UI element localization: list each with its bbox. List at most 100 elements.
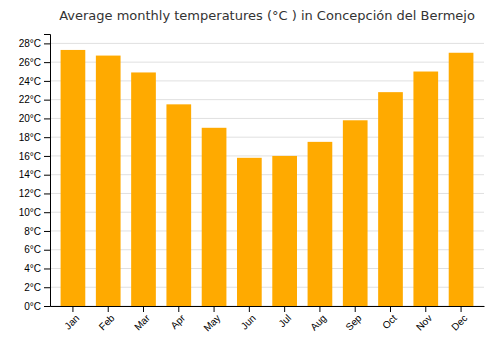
title: Average monthly temperatures (°C ) in Co… — [59, 8, 475, 23]
grid-line — [50, 43, 484, 44]
tick: Aug — [308, 306, 328, 333]
tick: 10°C — [19, 207, 50, 218]
bar — [131, 72, 156, 306]
tick: 6°C — [24, 244, 50, 255]
tick-mark — [319, 306, 320, 312]
y-axis: 0°C 2°C 4°C 6°C 8°C 10°C 12°C 14°C 16°C 18°C 20°C 2… — [19, 35, 51, 312]
tick-label: Mar — [132, 312, 152, 332]
tick: Dec — [449, 306, 469, 333]
x-axis: Jan Feb Mar Apr May Jun Jul Aug Sep Oct Nov Dec — [51, 306, 485, 334]
tick-label: 20°C — [19, 113, 41, 124]
axis-line — [44, 35, 51, 307]
tick-mark — [425, 306, 426, 312]
bar — [61, 50, 86, 306]
axis-line — [51, 306, 485, 307]
chart: 0°C 2°C 4°C 6°C 8°C 10°C 12°C 14°C 16°C 18°C 20°C 2… — [0, 0, 500, 350]
tick: 18°C — [19, 132, 50, 143]
tick-label: Aug — [308, 312, 328, 332]
tick-label: Sep — [343, 312, 364, 333]
tick-mark — [44, 175, 50, 176]
tick-label: Feb — [97, 312, 117, 332]
tick-mark — [249, 306, 250, 312]
tick-mark — [355, 306, 356, 312]
tick: 0°C — [24, 301, 50, 312]
tick-mark — [44, 100, 50, 101]
tick-mark — [44, 81, 50, 82]
tick-label: 14°C — [19, 169, 41, 180]
tick-mark — [44, 118, 50, 119]
bar — [272, 156, 297, 306]
tick-mark — [214, 306, 215, 312]
tick: Sep — [343, 306, 364, 333]
tick-label: Dec — [449, 312, 469, 332]
tick: Oct — [380, 306, 399, 331]
tick-label: 26°C — [19, 57, 41, 68]
tick-mark — [44, 250, 50, 251]
tick-label: 18°C — [19, 132, 41, 143]
tick-label: Jul — [276, 312, 293, 329]
tick-mark — [284, 306, 285, 312]
bar — [378, 92, 403, 306]
bar — [202, 128, 227, 306]
tick-label: Nov — [414, 312, 434, 332]
tick: 8°C — [24, 226, 50, 237]
tick-mark — [390, 306, 391, 312]
tick: Feb — [97, 306, 117, 332]
tick-mark — [44, 268, 50, 269]
tick-mark — [108, 306, 109, 312]
bar — [237, 158, 262, 306]
tick-label: May — [201, 312, 222, 333]
tick-label: 2°C — [24, 282, 41, 293]
tick: 20°C — [19, 113, 50, 124]
tick: Jun — [239, 306, 258, 332]
bar — [166, 104, 191, 306]
bar — [343, 120, 368, 306]
tick-label: Oct — [380, 312, 399, 331]
tick-mark — [44, 212, 50, 213]
tick: 4°C — [24, 263, 50, 274]
bar — [449, 53, 474, 306]
tick: 22°C — [19, 94, 50, 105]
tick: Mar — [132, 306, 152, 332]
tick: Jul — [276, 306, 293, 329]
tick: Apr — [168, 306, 187, 331]
tick: 24°C — [19, 76, 50, 87]
tick-label: Apr — [168, 312, 187, 331]
tick-mark — [44, 231, 50, 232]
tick-label: 12°C — [19, 188, 41, 199]
tick-label: 8°C — [24, 226, 41, 237]
tick-mark — [72, 306, 73, 312]
tick: Jan — [62, 306, 81, 332]
tick-mark — [44, 287, 50, 288]
tick-label: Jan — [62, 312, 81, 331]
tick-mark — [44, 193, 50, 194]
bar — [96, 56, 121, 306]
tick: Nov — [414, 306, 434, 333]
tick-label: 6°C — [24, 244, 41, 255]
tick-mark — [461, 306, 462, 312]
tick-mark — [44, 43, 50, 44]
tick: 26°C — [19, 57, 50, 68]
bar — [308, 142, 333, 306]
tick-label: 16°C — [19, 151, 41, 162]
tick: 28°C — [19, 38, 50, 49]
tick-mark — [143, 306, 144, 312]
tick-mark — [44, 306, 50, 307]
tick-label: 4°C — [24, 263, 41, 274]
tick-mark — [44, 137, 50, 138]
tick: 12°C — [19, 188, 50, 199]
tick: 16°C — [19, 151, 50, 162]
tick: 14°C — [19, 169, 50, 180]
plot: 0°C 2°C 4°C 6°C 8°C 10°C 12°C 14°C 16°C 18°C 20°C 2… — [19, 35, 485, 334]
grid — [50, 43, 484, 306]
tick: 2°C — [24, 282, 50, 293]
tick-label: 22°C — [19, 94, 41, 105]
bar — [413, 72, 438, 306]
tick-label: 28°C — [19, 38, 41, 49]
tick-mark — [178, 306, 179, 312]
tick-label: 24°C — [19, 76, 41, 87]
tick-label: Jun — [239, 312, 258, 331]
tick-mark — [44, 156, 50, 157]
tick-label: 0°C — [24, 301, 41, 312]
tick-label: 10°C — [19, 207, 41, 218]
